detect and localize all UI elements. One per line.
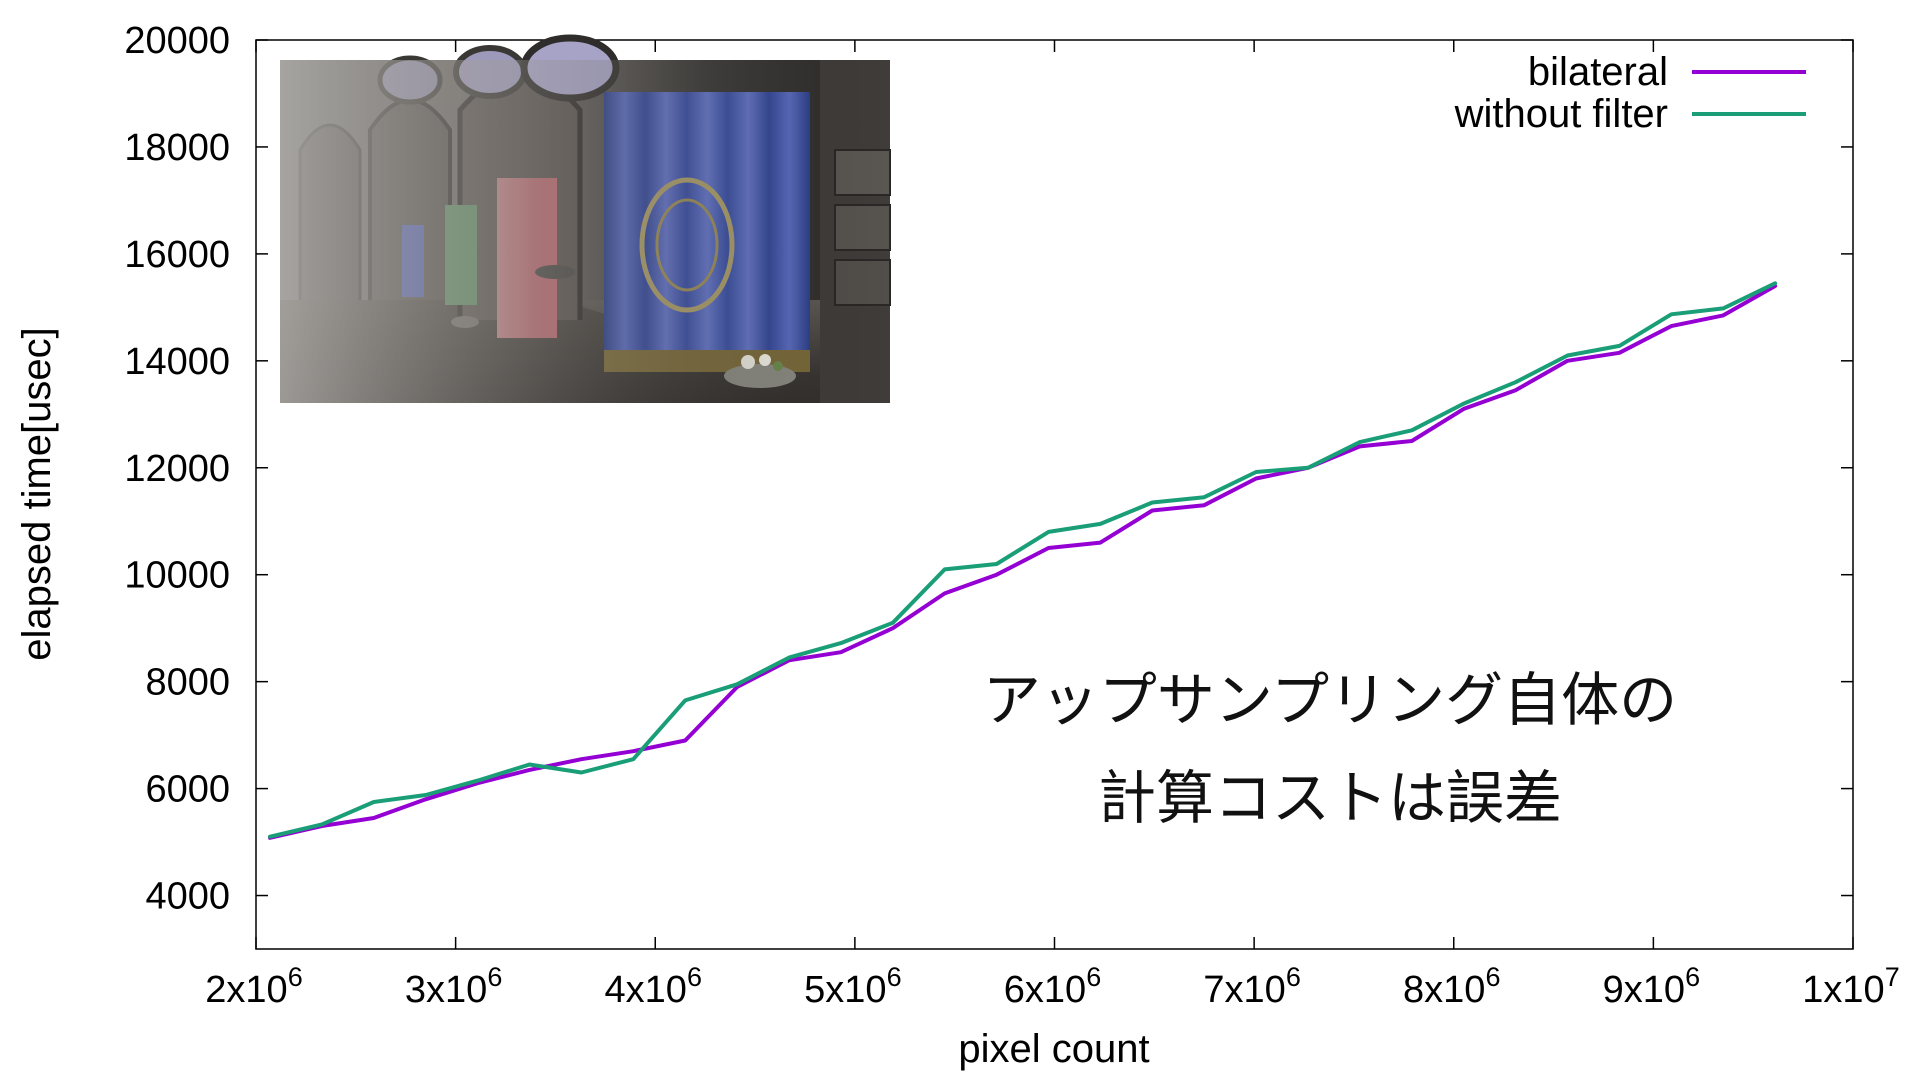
y-tick-label: 6000: [145, 769, 230, 811]
x-tick-label: 2x106: [205, 962, 302, 1011]
x-tick-label: 8x106: [1403, 962, 1500, 1011]
legend-label: bilateral: [1528, 50, 1668, 94]
x-tick-label: 3x106: [405, 962, 502, 1011]
inset-rendered-scene: [280, 34, 891, 403]
x-tick-label: 5x106: [804, 962, 901, 1011]
y-tick-label: 4000: [145, 876, 230, 918]
y-tick-label: 18000: [124, 127, 230, 169]
series-line-bilateral: [268, 284, 1778, 840]
series-layer: [268, 281, 1778, 840]
series-line-without-filter: [268, 281, 1778, 839]
x-axis-tick-labels: 2x106 3x106 4x106 5x106 6x106 7x106 8x106 9x106…: [205, 962, 1899, 1011]
annotation-line-1: アップサンプリング自体の: [983, 666, 1677, 734]
x-tick-label: 1x107: [1802, 962, 1899, 1011]
axis-ticks: [255, 39, 1854, 949]
y-tick-label: 8000: [145, 662, 230, 704]
x-axis-title: pixel count: [958, 1027, 1149, 1071]
y-tick-label: 10000: [124, 555, 230, 597]
y-tick-label: 14000: [124, 341, 230, 383]
y-tick-label: 20000: [124, 20, 230, 62]
x-tick-label: 4x106: [605, 962, 702, 1011]
annotation-line-2: 計算コストは誤差: [1098, 764, 1562, 832]
x-tick-label: 7x106: [1203, 962, 1300, 1011]
y-axis-tick-labels: 4000 6000 8000 10000 12000 14000 16000 18000 200…: [124, 20, 230, 918]
y-tick-label: 16000: [124, 234, 230, 276]
x-tick-label: 6x106: [1004, 962, 1101, 1011]
x-tick-label: 9x106: [1603, 962, 1700, 1011]
legend-label: without filter: [1454, 92, 1668, 136]
y-axis-title: elapsed time[usec]: [15, 327, 59, 661]
y-tick-label: 12000: [124, 448, 230, 490]
